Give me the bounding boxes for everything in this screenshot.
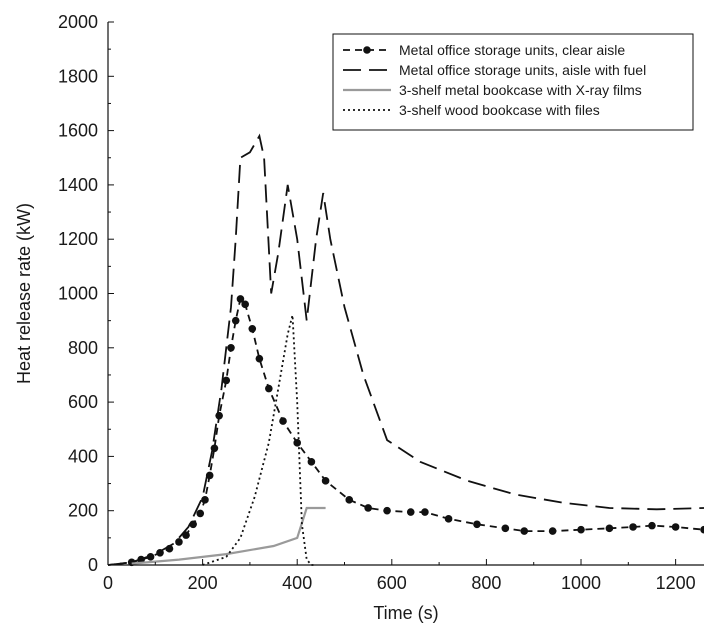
x-tick-label: 600 — [377, 573, 407, 593]
series-1-marker — [444, 515, 453, 523]
series-1-marker — [321, 477, 330, 485]
axes-layer: 0 200 400 600 800 1000 1200 0 200 400 600 800 1000 12… — [58, 12, 704, 593]
legend: Metal office storage units, clear aisle M… — [332, 33, 694, 131]
y-tick-label: 1800 — [58, 66, 98, 86]
series-1-marker — [421, 508, 429, 516]
y-tick-label: 0 — [88, 555, 98, 575]
x-tick-label: 1000 — [561, 573, 601, 593]
series-1-marker — [175, 538, 183, 546]
series-1-marker — [279, 417, 287, 425]
x-tick-label: 0 — [103, 573, 113, 593]
y-tick-label: 800 — [68, 338, 98, 358]
series-1-marker — [255, 354, 264, 363]
series-line-3 — [131, 506, 326, 565]
series-1-marker — [648, 521, 656, 530]
series-1-marker — [548, 527, 557, 535]
legend-label-4: 3-shelf wood bookcase with files — [399, 102, 600, 118]
series-1-marker — [577, 525, 585, 534]
y-tick-label: 2000 — [58, 12, 98, 32]
series-1-marker — [241, 300, 249, 309]
y-tick-label: 400 — [68, 446, 98, 466]
series-1-marker — [307, 458, 316, 466]
series-1-marker — [671, 523, 680, 531]
series-line-2 — [107, 133, 704, 566]
x-axis-title: Time (s) — [373, 603, 438, 623]
series-1-marker — [293, 439, 302, 447]
series-1-marker — [215, 411, 223, 420]
series-1-marker — [236, 295, 245, 303]
x-tick-label: 200 — [188, 573, 218, 593]
y-tick-label: 1000 — [58, 284, 98, 304]
legend-box — [332, 33, 694, 131]
series-1-marker — [473, 520, 481, 529]
series-1-marker — [196, 509, 205, 518]
series-1-marker — [222, 376, 231, 385]
series-line-1 — [107, 296, 704, 566]
y-tick-label: 200 — [68, 501, 98, 521]
series-1-marker — [520, 527, 529, 535]
legend-label-2: Metal office storage units, aisle with f… — [399, 62, 646, 78]
series-1-marker — [383, 506, 391, 515]
y-tick-label: 1400 — [58, 175, 98, 195]
x-tick-label: 1200 — [656, 573, 696, 593]
series-1-marker — [406, 508, 415, 516]
y-axis-title: Heat release rate (kW) — [14, 203, 34, 384]
y-tick-label: 1200 — [58, 229, 98, 249]
series-1-marker — [248, 324, 257, 333]
y-tick-label: 600 — [68, 392, 98, 412]
series-1-marker — [227, 344, 235, 352]
y-tick-label: 1600 — [58, 121, 98, 141]
series-1-marker — [700, 525, 704, 534]
x-tick-label: 800 — [471, 573, 501, 593]
x-tick-label: 400 — [282, 573, 312, 593]
series-1-marker — [146, 553, 155, 561]
legend-label-1: Metal office storage units, clear aisle — [399, 42, 625, 58]
series-1-marker — [205, 471, 214, 480]
series-1-marker — [364, 504, 372, 512]
series-layer — [107, 133, 704, 567]
series-1-marker — [201, 496, 209, 504]
series-1-marker — [605, 524, 614, 533]
legend-label-3: 3-shelf metal bookcase with X-ray films — [399, 82, 642, 98]
series-1-marker — [345, 496, 354, 504]
series-1-marker — [501, 524, 510, 533]
series-1-marker — [629, 523, 637, 531]
series-1-marker — [265, 384, 273, 393]
legend-marker — [363, 46, 371, 54]
series-1-marker — [231, 316, 240, 325]
series-1-marker — [189, 520, 197, 529]
